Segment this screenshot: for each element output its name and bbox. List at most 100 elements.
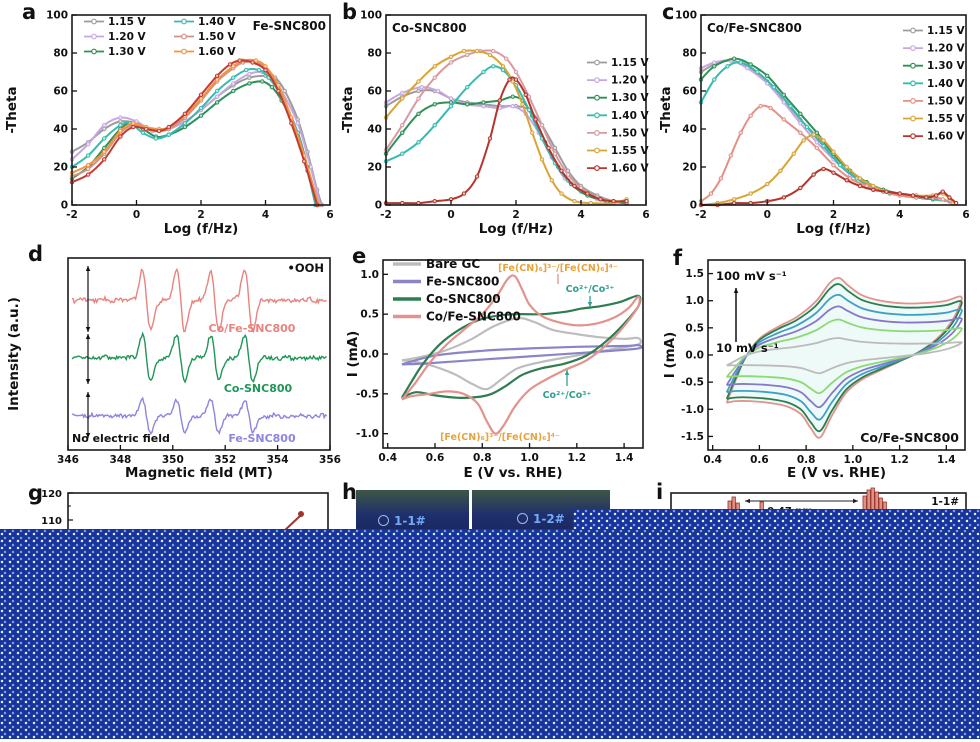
series-unlabeled — [69, 58, 320, 208]
panel-letter-c: c — [662, 0, 675, 24]
annotation: Co²⁺/Co³⁺ — [543, 390, 592, 401]
y-tick-label: 60 — [682, 86, 697, 98]
legend-label: 1.30 V — [927, 60, 966, 72]
legend-label: 1.15 V — [927, 25, 966, 37]
x-tick-label: 0.6 — [426, 452, 445, 464]
x-tick-label: 348 — [109, 454, 131, 466]
series-1.50 V — [383, 48, 629, 204]
y-tick-label: 40 — [53, 124, 68, 136]
x-tick-label: 6 — [642, 209, 649, 221]
legend-label: 1.15 V — [108, 16, 147, 28]
x-tick-label: 2 — [830, 209, 837, 221]
x-tick-label: 352 — [214, 454, 236, 466]
y-tick-label: 0 — [61, 200, 68, 212]
annotation: [Fe(CN)₆]³⁻/[Fe(CN)₆]⁴⁻ — [498, 263, 618, 274]
y-tick-label: 0 — [690, 200, 697, 212]
legend: Bare GC Fe-SNC800 Co-SNC800 Co/Fe-SNC800 — [393, 257, 521, 324]
annotation: Co²⁺/Co³⁺ — [566, 284, 615, 295]
x-tick-label: 0.6 — [750, 454, 769, 466]
x-tick-label: 2 — [512, 209, 519, 221]
legend-label: 1.20 V — [108, 31, 147, 43]
chart-d: Co/Fe-SNC800 Co-SNC800 Fe-SNC800 •OOH No ele… — [6, 257, 341, 481]
scan-rate-min: 10 mV s⁻¹ — [716, 341, 779, 355]
legend-label: 1.40 V — [611, 110, 650, 122]
x-tick-label: 0 — [764, 209, 771, 221]
x-tick-label: 4 — [262, 209, 269, 221]
cv-loop-4 — [726, 318, 963, 395]
legend-label: 1.30 V — [611, 92, 650, 104]
x-tick-label: 350 — [162, 454, 184, 466]
y-axis-title: I (mA) — [662, 332, 678, 379]
x-tick-label: 1.0 — [844, 454, 863, 466]
radical-label: •OOH — [287, 261, 324, 275]
x-tick-label: 0.8 — [473, 452, 492, 464]
redaction-overlay-main — [0, 529, 980, 739]
panel-letter-e: e — [352, 244, 367, 268]
legend-label: 1.60 V — [198, 46, 237, 58]
x-axis-title: Log (f/Hz) — [479, 221, 554, 237]
legend-label: Co-SNC800 — [426, 292, 501, 306]
x-tick-label: 356 — [319, 454, 341, 466]
legend: 1.15 V 1.20 V 1.30 V 1.40 V 1.50 V 1.55 V 1.60… — [587, 57, 650, 175]
legend-label: 1.55 V — [927, 113, 966, 125]
y-tick-label: 100 — [360, 10, 382, 22]
epr-trace-Co/Fe-SNC800 — [71, 267, 327, 334]
x-axis-title: E (V vs. RHE) — [787, 465, 886, 481]
sample-label: 1-1# — [931, 496, 959, 508]
legend-label: 1.20 V — [611, 75, 650, 87]
circle-stamp-icon — [378, 515, 389, 526]
y-tick-label: 0.0 — [685, 350, 704, 362]
legend-label: 1.60 V — [927, 131, 966, 143]
x-tick-label: 2 — [197, 209, 204, 221]
panel-title: Co/Fe-SNC800 — [707, 21, 802, 35]
y-tick-label: -1.0 — [681, 404, 704, 416]
x-tick-label: 0.4 — [378, 452, 397, 464]
x-axis-title: Log (f/Hz) — [164, 221, 239, 237]
y-axis-title: I (mA) — [345, 331, 361, 378]
y-tick-label: 0.5 — [685, 322, 704, 334]
y-tick-label: 100 — [675, 10, 697, 22]
trace-label: Co-SNC800 — [224, 382, 293, 395]
y-tick-label: 120 — [41, 489, 62, 500]
legend-label: 1.40 V — [198, 16, 237, 28]
y-tick-label: -1.0 — [356, 428, 379, 440]
chart-e: 0.4 0.6 0.8 1.0 1.2 1.4-1.0-0.50.00.51.0E (V … — [345, 257, 644, 481]
panel-letter-d: d — [28, 242, 44, 266]
x-tick-label: 1.2 — [890, 454, 909, 466]
y-tick-label: 0.0 — [360, 349, 379, 361]
panel-f: f 0.4 0.6 0.8 1.0 1.2 1.4 -1.5 -1.0 -0.5 0.0 0.5 1.… — [660, 240, 980, 482]
cv-loop-5 — [726, 337, 963, 375]
cv-loop-0 — [725, 276, 963, 439]
axes: 0.4 0.6 0.8 1.0 1.2 1.4 -1.5 -1.0 -0.5 0.0 0.5 1.0 1… — [681, 268, 956, 466]
panel-d: d Co/Fe-SNC800 Co-SNC800 Fe-SNC800 •OOH No e… — [0, 240, 345, 482]
axes: 0.4 0.6 0.8 1.0 1.2 1.4 -1.0 -0.5 0.0 0.5 1.0 — [356, 269, 633, 464]
series-1.60 V — [69, 58, 321, 208]
x-axis-title: E (V vs. RHE) — [464, 465, 563, 481]
panel-letter-a: a — [22, 0, 37, 24]
legend-label: 1.50 V — [198, 31, 237, 43]
x-tick-label: 0.4 — [703, 454, 722, 466]
cv-curve-Fe-SNC800 — [401, 344, 643, 366]
legend: 1.15 V 1.20 V 1.30 V 1.40 V 1.50 V 1.60 V — [84, 16, 237, 58]
panel-letter-f: f — [673, 246, 683, 270]
panel-letter-h: h — [342, 480, 357, 504]
series-1.50 V — [698, 104, 955, 206]
panel-letter-g: g — [28, 481, 44, 505]
plot-frame — [67, 257, 331, 451]
series-1.60 V — [698, 166, 959, 208]
y-tick-label: 40 — [367, 124, 382, 136]
cv-loop-1 — [725, 283, 963, 433]
y-tick-label: 80 — [682, 48, 697, 60]
x-tick-label: 354 — [267, 454, 289, 466]
y-axis-title: Intensity (a.u.) — [6, 297, 22, 411]
cv-curve-Bare GC — [401, 316, 642, 391]
legend-label: 1.30 V — [108, 46, 147, 58]
x-tick-label: 4 — [896, 209, 903, 221]
panel-letter-i: i — [656, 480, 664, 504]
x-tick-label: -2 — [380, 209, 392, 221]
